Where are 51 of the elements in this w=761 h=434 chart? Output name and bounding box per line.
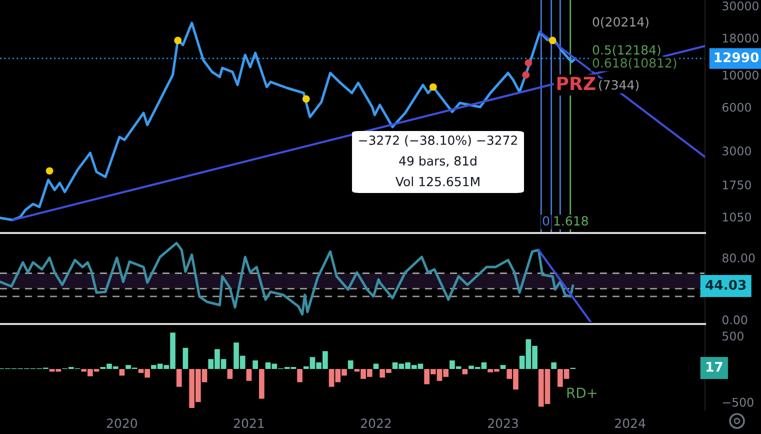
point [548, 36, 556, 44]
annotation: 1.618 [554, 216, 588, 226]
point [46, 167, 54, 175]
text: 17 [706, 362, 722, 372]
line-series [0, 242, 574, 316]
point [429, 83, 437, 91]
annotation: 49 bars, 81d [399, 156, 476, 167]
annotation: RD+ [567, 388, 597, 398]
bar [373, 364, 379, 369]
annotation: −3272 (−38.10%) −3272 [359, 135, 517, 146]
y-tick-label: 6000 [722, 102, 751, 112]
bar [500, 365, 506, 369]
point [522, 71, 530, 79]
annotation: (7344) [599, 80, 638, 92]
y-tick-label: 10000 [722, 70, 758, 80]
x-tick-label: 2020 [106, 418, 138, 428]
x-tick-label: 2024 [615, 418, 646, 428]
bar [246, 368, 252, 381]
bar [252, 360, 258, 369]
y-tick-label: −500 [722, 398, 754, 407]
bar [551, 362, 557, 369]
y-tick-label: 1050 [722, 212, 751, 222]
ref-line-label: 12990 [714, 52, 759, 62]
point [524, 59, 532, 67]
annotation: 0.5(12184) [592, 44, 660, 56]
bar [182, 348, 188, 369]
x-tick-label: 2021 [234, 418, 264, 428]
y-tick-label: 18000 [722, 34, 758, 43]
bar [259, 368, 264, 399]
annotation: 0(20214) [592, 16, 648, 28]
x-tick-label: 2022 [361, 418, 391, 428]
text: 44.03 [706, 280, 746, 290]
x-tick-label: 2023 [488, 418, 518, 428]
bar [176, 368, 182, 387]
y-tick-label: 0.00 [722, 315, 748, 324]
bar [348, 360, 354, 369]
y-tick-label: 30000 [722, 1, 758, 10]
y-tick-label: 1750 [722, 180, 751, 190]
annotation: Vol 125.651M [396, 176, 480, 186]
point [302, 95, 310, 103]
annotation: 0 [542, 216, 550, 226]
annotation: PRZ [557, 76, 596, 90]
point [174, 36, 182, 44]
bar [119, 368, 125, 376]
bar [297, 368, 302, 382]
y-tick-label: 80.00 [722, 253, 755, 262]
y-tick-label: 500 [722, 332, 744, 341]
annotation: 0.618(10812) [592, 58, 676, 70]
bar [227, 368, 233, 379]
bar [462, 368, 468, 374]
y-tick-label: 3000 [722, 146, 751, 156]
